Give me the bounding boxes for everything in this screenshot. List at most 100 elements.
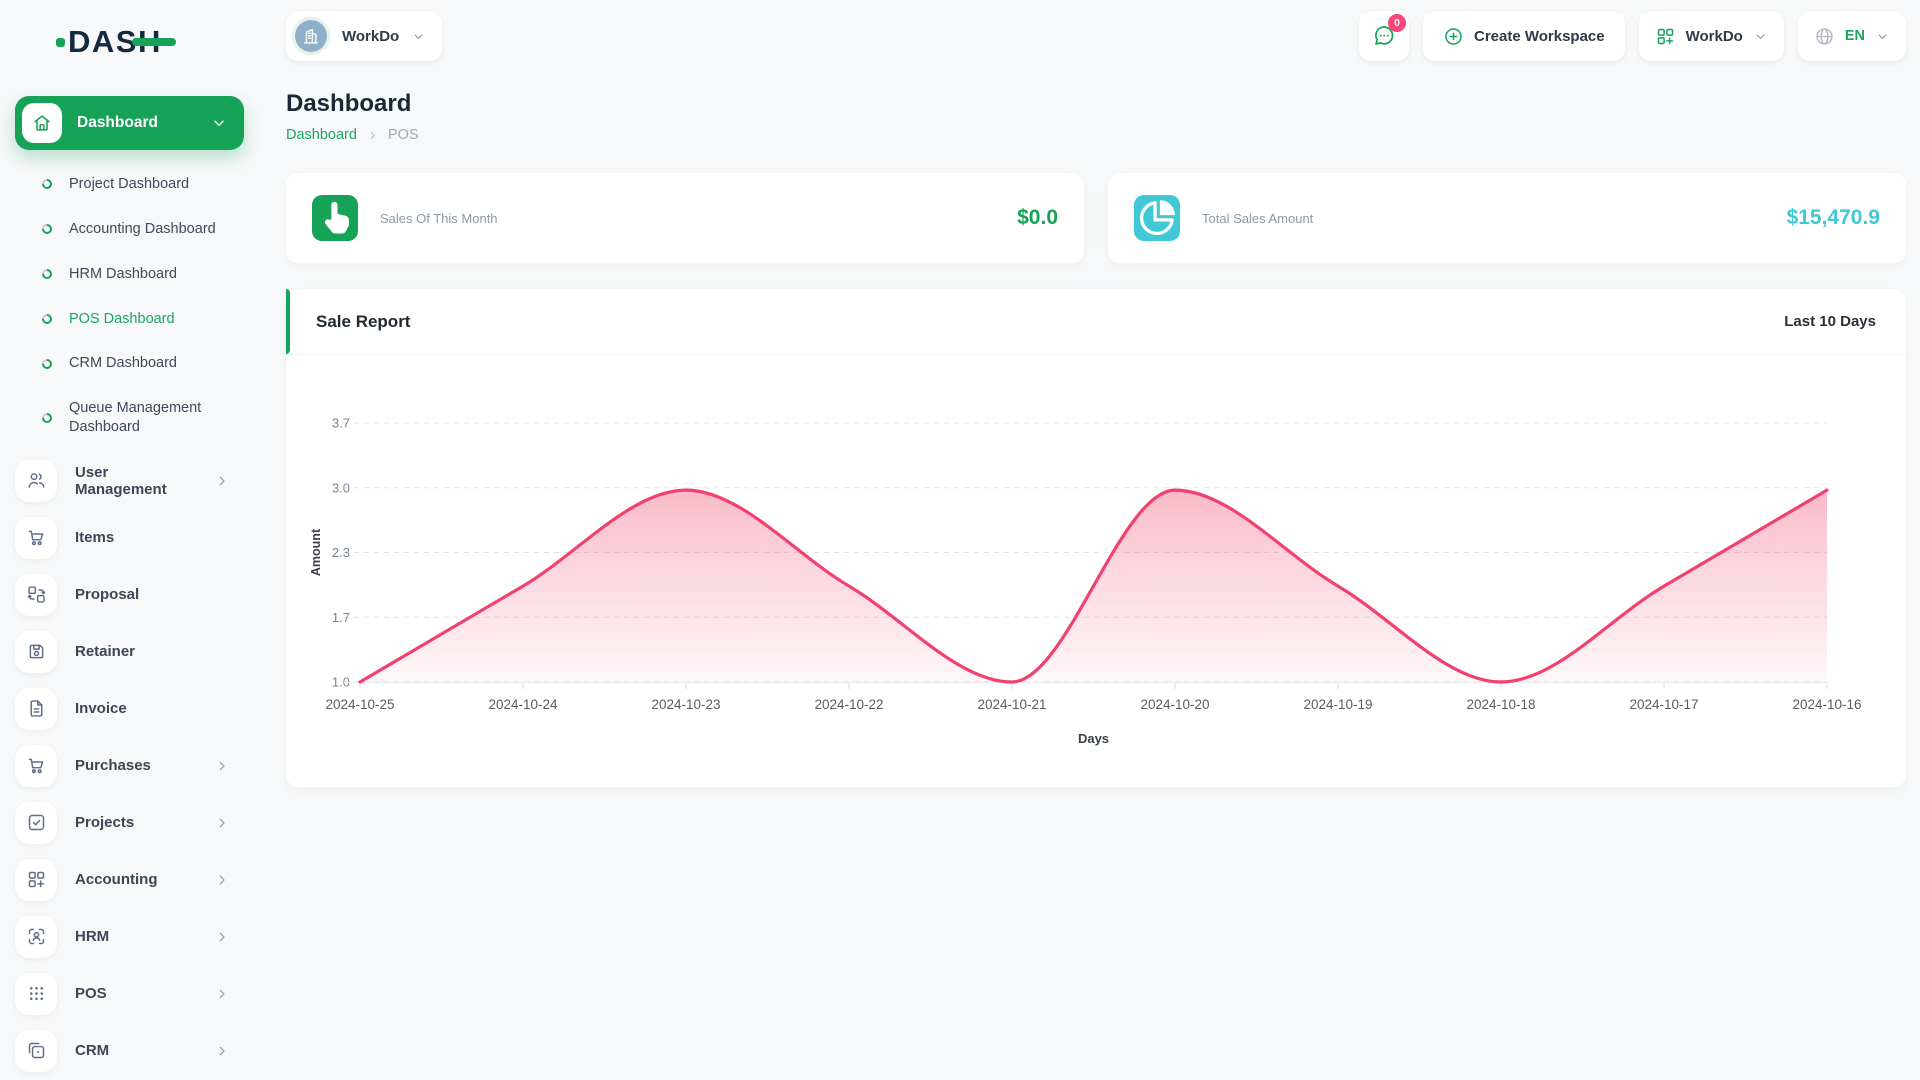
sidebar-item-accounting-dashboard[interactable]: Accounting Dashboard (15, 207, 244, 252)
target-circle-icon (39, 177, 55, 192)
sidebar-item-label: Accounting (75, 871, 158, 889)
svg-text:2024-10-20: 2024-10-20 (1140, 697, 1209, 712)
sidebar-item-dashboard[interactable]: Dashboard (15, 96, 244, 150)
sidebar-item-label: Invoice (75, 700, 127, 718)
page-header: Dashboard Dashboard POS (286, 90, 1906, 143)
target-circle-icon (39, 410, 55, 426)
stat-card-total-sales-amount: Total Sales Amount $15,470.9 (1108, 173, 1906, 263)
save-icon (15, 630, 57, 673)
sidebar-item-label: Projects (75, 814, 135, 832)
chevron-right-icon (214, 986, 230, 1002)
workspace-switcher[interactable]: WorkDo (286, 11, 443, 61)
overlap-squares-icon (15, 1029, 57, 1072)
globe-icon (1814, 26, 1835, 47)
tap-icon (312, 195, 358, 241)
sidebar-item-label: HRM (75, 928, 110, 946)
sidebar-item-items[interactable]: Items (15, 516, 244, 559)
sidebar-item-crm-dashboard[interactable]: CRM Dashboard (15, 341, 244, 386)
sidebar-item-label: CRM (75, 1042, 110, 1060)
plus-circle-icon (1443, 26, 1464, 47)
sidebar-item-label: POS (75, 985, 107, 1003)
check-square-icon (15, 801, 57, 844)
logo-accent-dot (56, 37, 65, 47)
sidebar-item-projects[interactable]: Projects (15, 801, 244, 844)
sidebar-item-pos[interactable]: POS (15, 972, 244, 1015)
chevron-down-icon (1875, 29, 1890, 44)
chevron-right-icon (214, 473, 230, 489)
svg-text:2024-10-24: 2024-10-24 (488, 697, 558, 712)
grid-plus-icon (1655, 26, 1676, 47)
topbar-actions: 0 Create Workspace WorkDo EN (1358, 11, 1906, 61)
target-circle-icon (39, 267, 55, 282)
breadcrumb-current: POS (387, 127, 419, 143)
chevron-right-icon (214, 1043, 230, 1059)
chevron-right-icon (214, 815, 230, 831)
target-circle-icon (39, 356, 55, 371)
language-code: EN (1844, 28, 1865, 44)
messages-badge: 0 (1387, 14, 1406, 32)
chat-icon (1372, 24, 1396, 48)
area-chart: 1.0 1.7 2.3 3.0 3.7 2024-10-25 2024-10-24 2024-… (309, 416, 1862, 747)
topbar: WorkDo 0 Create Workspace WorkDo (286, 10, 1906, 62)
home-icon (22, 103, 62, 143)
sidebar-subitem-label: CRM Dashboard (69, 355, 177, 372)
target-circle-icon (39, 222, 55, 237)
svg-text:2024-10-16: 2024-10-16 (1792, 697, 1861, 712)
svg-text:3.7: 3.7 (332, 416, 350, 431)
grid-plus-icon (15, 858, 57, 901)
workspace-menu-button[interactable]: WorkDo (1638, 11, 1784, 61)
language-selector[interactable]: EN (1797, 11, 1906, 61)
svg-text:2024-10-18: 2024-10-18 (1466, 697, 1535, 712)
cart-icon (15, 516, 57, 559)
chevron-down-icon (1753, 29, 1768, 44)
dots-grid-icon (15, 972, 57, 1015)
breadcrumb: Dashboard POS (286, 127, 1906, 143)
svg-text:2024-10-22: 2024-10-22 (814, 697, 883, 712)
sidebar-item-purchases[interactable]: Purchases (15, 744, 244, 787)
user-scan-icon (15, 915, 57, 958)
workspace-menu-label: WorkDo (1685, 27, 1743, 45)
page-title: Dashboard (286, 90, 412, 117)
svg-text:1.7: 1.7 (332, 610, 350, 625)
sidebar-item-queue-management-dashboard[interactable]: Queue Management Dashboard (15, 386, 244, 450)
chevron-right-icon (214, 872, 230, 888)
svg-text:3.0: 3.0 (332, 480, 350, 495)
sidebar: DASH Dashboard Project Dashboard Accounti… (0, 0, 260, 1080)
sidebar-subitem-label: POS Dashboard (69, 310, 175, 327)
sidebar-item-accounting[interactable]: Accounting (15, 858, 244, 901)
sidebar-item-proposal[interactable]: Proposal (15, 573, 244, 616)
sidebar-item-hrm[interactable]: HRM (15, 915, 244, 958)
stat-card-sales-of-this-month: Sales Of This Month $0.0 (286, 173, 1084, 263)
target-circle-icon (39, 311, 55, 327)
sidebar-item-pos-dashboard[interactable]: POS Dashboard (15, 297, 244, 342)
svg-text:2024-10-19: 2024-10-19 (1303, 697, 1372, 712)
svg-text:Amount: Amount (309, 528, 323, 576)
chevron-right-icon (214, 929, 230, 945)
sidebar-item-invoice[interactable]: Invoice (15, 687, 244, 730)
pie-chart-icon (1134, 195, 1180, 241)
sidebar-item-hrm-dashboard[interactable]: HRM Dashboard (15, 252, 244, 297)
main-area: WorkDo 0 Create Workspace WorkDo (260, 0, 1920, 1080)
sidebar-item-user-management[interactable]: User Management (15, 459, 244, 502)
create-workspace-button[interactable]: Create Workspace (1422, 11, 1625, 61)
sidebar-item-label: Dashboard (77, 114, 158, 131)
sidebar-subitem-label: Queue Management Dashboard (69, 400, 202, 436)
stats-row: Sales Of This Month $0.0 Total Sales Amo… (286, 173, 1906, 263)
sale-report-card: Sale Report Last 10 Days 1.0 1.7 2.3 3.0 3.7… (286, 289, 1906, 787)
messages-button[interactable]: 0 (1358, 11, 1409, 61)
chevron-right-icon (366, 129, 379, 142)
sidebar-item-label: User Management (75, 463, 167, 498)
breadcrumb-dashboard-link[interactable]: Dashboard (286, 127, 357, 143)
sidebar-item-project-dashboard[interactable]: Project Dashboard (15, 162, 244, 207)
chevron-right-icon (214, 758, 230, 774)
brand-logo[interactable]: DASH (0, 14, 260, 70)
sidebar-item-retainer[interactable]: Retainer (15, 630, 244, 673)
sidebar-item-crm[interactable]: CRM (15, 1029, 244, 1072)
workspace-name: WorkDo (342, 27, 400, 45)
svg-text:1.0: 1.0 (332, 675, 350, 690)
stat-label: Sales Of This Month (380, 210, 498, 226)
logo-accent-dash (131, 38, 176, 46)
chevron-down-icon (210, 114, 228, 132)
sidebar-subitem-label: HRM Dashboard (69, 265, 177, 282)
